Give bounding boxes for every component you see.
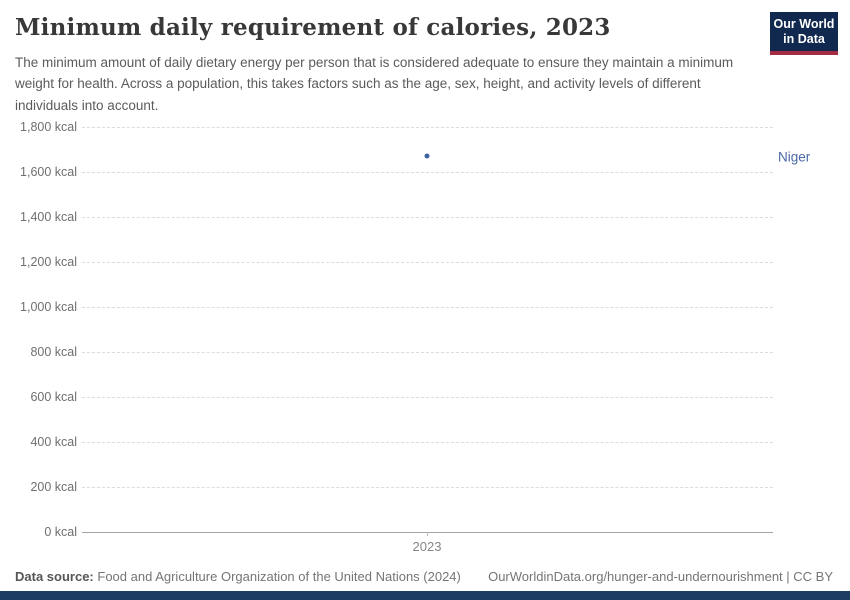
y-axis-tick-label: 1,600 kcal — [20, 165, 77, 179]
data-source-text: Food and Agriculture Organization of the… — [97, 569, 461, 584]
y-axis-tick-label: 1,400 kcal — [20, 210, 77, 224]
gridline — [82, 396, 773, 398]
y-axis-tick-label: 0 kcal — [44, 525, 77, 539]
owid-url-license[interactable]: OurWorldinData.org/hunger-and-undernouri… — [488, 569, 833, 584]
x-axis-tick-mark — [427, 532, 428, 536]
gridline — [82, 306, 773, 308]
y-axis-tick-label: 1,800 kcal — [20, 120, 77, 134]
y-axis-tick-label: 200 kcal — [30, 480, 77, 494]
y-axis-tick-label: 400 kcal — [30, 435, 77, 449]
data-point-niger[interactable] — [424, 153, 430, 159]
chart-subtitle: The minimum amount of daily dietary ener… — [15, 55, 734, 113]
gridline — [82, 351, 773, 353]
y-axis-tick-label: 1,000 kcal — [20, 300, 77, 314]
chart-title: Minimum daily requirement of calories, 2… — [15, 14, 611, 41]
y-axis-tick-label: 1,200 kcal — [20, 255, 77, 269]
data-source-label: Data source: — [15, 569, 94, 584]
x-axis-tick-label: 2023 — [412, 539, 442, 554]
gridline — [82, 126, 773, 128]
gridline — [82, 261, 773, 263]
owid-logo-line1: Our World — [773, 17, 835, 31]
brand-bottom-bar — [0, 591, 850, 600]
gridline — [82, 216, 773, 218]
data-source-note: Data source: Food and Agriculture Organi… — [15, 569, 461, 584]
y-axis-tick-label: 800 kcal — [30, 345, 77, 359]
y-axis-tick-label: 600 kcal — [30, 390, 77, 404]
gridline — [82, 441, 773, 443]
gridline — [82, 486, 773, 488]
gridline — [82, 171, 773, 173]
chart-footer: Data source: Food and Agriculture Organi… — [15, 569, 833, 584]
entity-label-niger[interactable]: Niger — [778, 149, 811, 165]
owid-logo[interactable]: Our World in Data — [770, 12, 838, 55]
owid-logo-line2: in Data — [783, 32, 825, 46]
